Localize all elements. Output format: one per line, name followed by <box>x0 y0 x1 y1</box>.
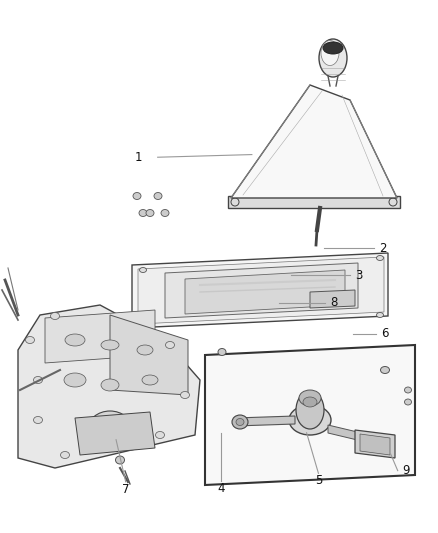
Ellipse shape <box>101 379 119 391</box>
Polygon shape <box>75 412 155 455</box>
Ellipse shape <box>377 312 384 318</box>
Ellipse shape <box>33 416 42 424</box>
Text: 6: 6 <box>381 327 389 340</box>
Ellipse shape <box>101 340 119 350</box>
Polygon shape <box>165 263 358 318</box>
Ellipse shape <box>88 411 133 449</box>
Polygon shape <box>355 430 395 458</box>
Ellipse shape <box>33 376 42 384</box>
Ellipse shape <box>296 391 324 429</box>
Ellipse shape <box>154 192 162 199</box>
Polygon shape <box>205 345 415 485</box>
Polygon shape <box>328 425 370 443</box>
Polygon shape <box>18 305 200 468</box>
Text: 3: 3 <box>356 269 363 281</box>
Ellipse shape <box>133 192 141 199</box>
Ellipse shape <box>139 268 146 272</box>
Ellipse shape <box>146 209 154 216</box>
Ellipse shape <box>139 319 146 325</box>
Ellipse shape <box>321 41 339 66</box>
Text: 1: 1 <box>134 151 142 164</box>
Ellipse shape <box>137 345 153 355</box>
Ellipse shape <box>50 312 60 319</box>
Ellipse shape <box>319 39 347 77</box>
Ellipse shape <box>161 209 169 216</box>
Polygon shape <box>360 434 390 455</box>
Ellipse shape <box>299 390 321 406</box>
Ellipse shape <box>389 198 397 206</box>
Ellipse shape <box>139 209 147 216</box>
Ellipse shape <box>180 392 190 399</box>
Ellipse shape <box>323 42 343 54</box>
Ellipse shape <box>116 456 124 464</box>
Polygon shape <box>231 85 397 198</box>
Ellipse shape <box>166 342 174 349</box>
Ellipse shape <box>155 432 165 439</box>
Ellipse shape <box>289 405 331 435</box>
Polygon shape <box>235 416 295 426</box>
Ellipse shape <box>236 418 244 425</box>
Polygon shape <box>132 253 388 328</box>
Polygon shape <box>228 196 400 208</box>
Ellipse shape <box>377 255 384 261</box>
Ellipse shape <box>231 198 239 206</box>
Ellipse shape <box>232 415 248 429</box>
Polygon shape <box>45 310 155 363</box>
Text: 4: 4 <box>217 482 225 495</box>
Ellipse shape <box>405 387 411 393</box>
Polygon shape <box>310 290 355 308</box>
Text: 8: 8 <box>330 296 337 309</box>
Ellipse shape <box>303 397 317 407</box>
Ellipse shape <box>142 375 158 385</box>
Ellipse shape <box>218 349 226 356</box>
Ellipse shape <box>405 399 411 405</box>
Polygon shape <box>138 257 384 324</box>
Text: 9: 9 <box>403 464 410 477</box>
Polygon shape <box>110 315 188 395</box>
Ellipse shape <box>65 334 85 346</box>
Polygon shape <box>185 270 345 314</box>
Ellipse shape <box>25 336 35 343</box>
Text: 2: 2 <box>379 242 387 255</box>
Ellipse shape <box>60 451 70 458</box>
Text: 7: 7 <box>122 483 130 496</box>
Text: 5: 5 <box>315 474 322 487</box>
Ellipse shape <box>64 373 86 387</box>
Ellipse shape <box>95 417 125 442</box>
Ellipse shape <box>381 367 389 374</box>
